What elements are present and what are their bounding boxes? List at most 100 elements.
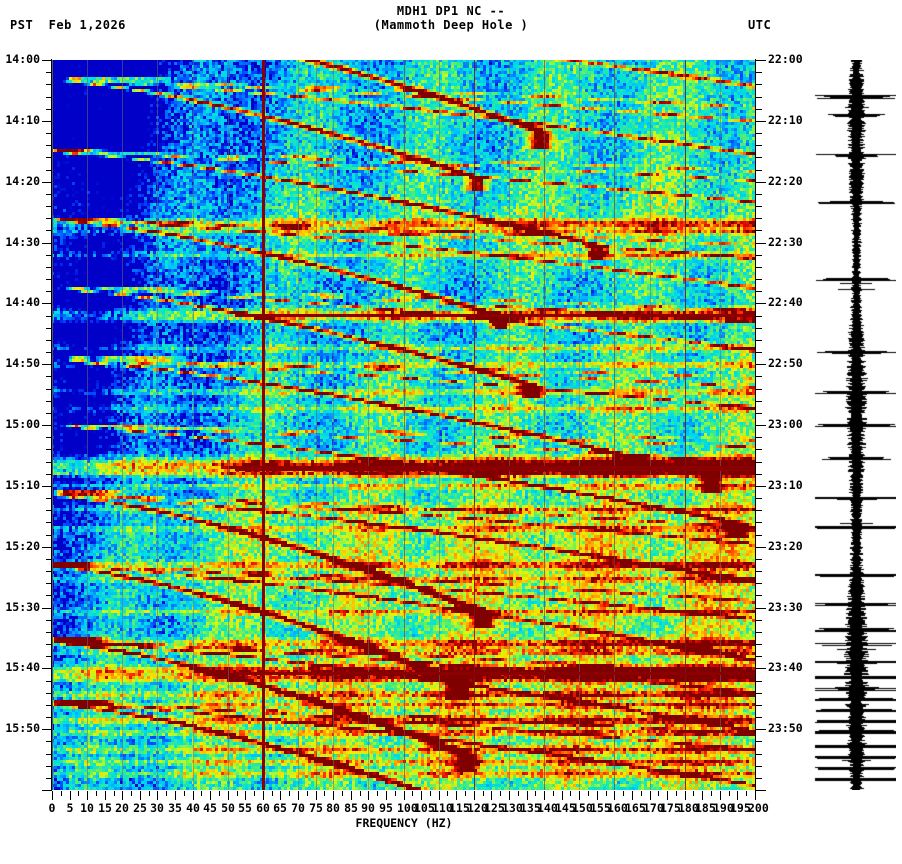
left-tick [42,60,52,61]
frequency-label-65: 65 [273,801,287,815]
left-tick [46,510,52,511]
frequency-tick [78,791,79,796]
frequency-label-5: 5 [66,801,74,815]
right-tick [756,255,762,256]
frequency-tick [456,791,457,800]
left-tick [46,267,52,268]
left-tick [42,121,52,122]
frequency-tick [667,791,668,800]
frequency-label-95: 95 [379,801,393,815]
frequency-tick [166,791,167,796]
right-tick [756,109,762,110]
frequency-label-50: 50 [221,801,235,815]
frequency-tick [324,791,325,796]
left-tick [42,608,52,609]
right-tick [756,352,762,353]
frequency-tick [447,791,448,796]
frequency-axis-title: FREQUENCY (HZ) [355,816,453,830]
date-label: Feb 1,2026 [48,18,126,32]
frequency-label-75: 75 [309,801,323,815]
frequency-tick [711,791,712,796]
frequency-tick [518,791,519,796]
frequency-tick [755,791,756,800]
frequency-tick [184,791,185,796]
right-tick [756,133,762,134]
frequency-label-45: 45 [203,801,217,815]
right-tick [756,522,762,523]
frequency-tick [122,791,123,800]
right-time-label-2220: 22:20 [768,174,803,188]
right-tick [756,364,766,365]
frequency-label-130: 130 [502,801,523,815]
frequency-tick [245,791,246,800]
right-tick [756,778,762,779]
frequency-tick [298,791,299,800]
frequency-tick [131,791,132,796]
timezone-right-label: UTC [748,18,772,32]
frequency-tick [650,791,651,800]
frequency-label-120: 120 [467,801,488,815]
right-time-label-2250: 22:50 [768,356,803,370]
left-tick [46,97,52,98]
left-tick [46,449,52,450]
frequency-label-180: 180 [678,801,699,815]
left-tick [46,316,52,317]
frequency-tick [720,791,721,800]
right-tick [756,413,762,414]
frequency-label-60: 60 [256,801,270,815]
frequency-tick [254,791,255,796]
right-tick [756,291,762,292]
right-tick [756,559,762,560]
left-tick [46,133,52,134]
right-tick [756,340,762,341]
left-tick [46,170,52,171]
right-time-label-2240: 22:40 [768,295,803,309]
right-tick [756,571,762,572]
left-tick [46,644,52,645]
spectrogram-plot [52,60,755,790]
right-tick [756,766,762,767]
right-tick [756,72,762,73]
right-tick [756,303,766,304]
frequency-tick [228,791,229,800]
right-tick [756,754,762,755]
frequency-tick [149,791,150,796]
left-tick [42,547,52,548]
right-tick [756,194,762,195]
frequency-label-105: 105 [414,801,435,815]
frequency-tick [316,791,317,800]
frequency-tick [52,791,53,800]
frequency-label-160: 160 [607,801,628,815]
frequency-label-125: 125 [484,801,505,815]
right-tick [756,437,762,438]
left-tick [46,109,52,110]
right-tick [756,267,762,268]
frequency-tick [641,791,642,796]
left-tick [46,157,52,158]
right-tick [756,97,762,98]
frequency-label-35: 35 [168,801,182,815]
frequency-tick [219,791,220,796]
left-time-label-1510: 15:10 [5,478,40,492]
right-tick [756,595,762,596]
frequency-tick [685,791,686,800]
frequency-tick [395,791,396,796]
left-tick [46,401,52,402]
right-tick [756,218,762,219]
frequency-tick [597,791,598,800]
right-tick [756,681,762,682]
right-tick [756,668,766,669]
frequency-tick [114,791,115,796]
right-time-label-2330: 23:30 [768,600,803,614]
right-tick [756,535,762,536]
left-tick [46,754,52,755]
frequency-label-145: 145 [555,801,576,815]
frequency-tick [157,791,158,800]
frequency-tick [412,791,413,796]
left-tick [46,462,52,463]
right-tick [756,474,762,475]
right-tick [756,790,766,791]
station-name-title: (Mammoth Deep Hole ) [373,18,529,32]
frequency-tick [421,791,422,800]
frequency-tick [61,791,62,796]
